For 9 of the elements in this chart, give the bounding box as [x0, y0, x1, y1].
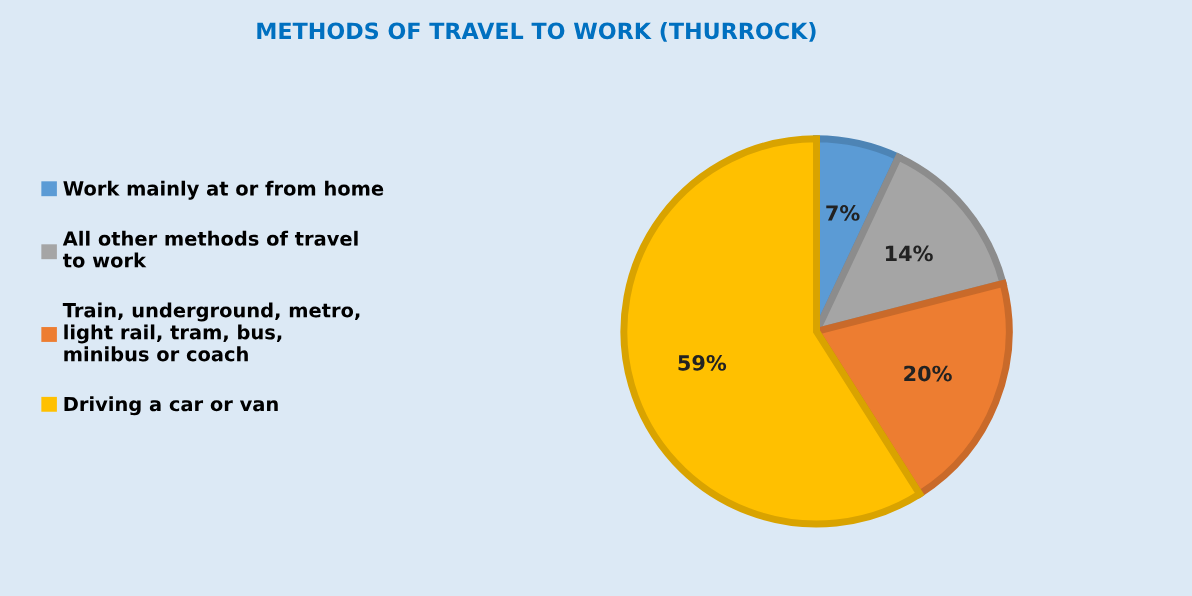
- legend-label: Driving a car or van: [64, 396, 278, 416]
- data-label: 20%: [904, 365, 952, 382]
- legend-label: Train, underground, metro, light rail, tram, bus, minibus or coach: [62, 302, 360, 362]
- data-label: 59%: [678, 354, 727, 371]
- data-label: 7%: [826, 205, 860, 221]
- chart-title: METHODS OF TRAVEL TO WORK (THURROCK): [257, 22, 816, 42]
- data-label: 14%: [885, 245, 933, 262]
- legend-label: Work mainly at or from home: [63, 180, 384, 200]
- legend-label: All other methods of travel to work: [62, 230, 358, 268]
